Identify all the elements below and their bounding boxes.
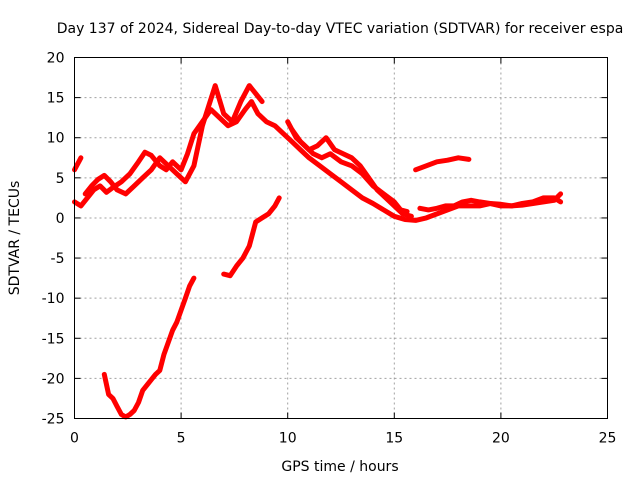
y-tick-label: -10 <box>42 291 65 307</box>
axis-ticks: 0 5 10 15 20 25 -25 -20 -15 -10 -5 0 5 10 15 20 <box>42 51 617 447</box>
grid <box>74 57 608 419</box>
y-tick-label: -15 <box>42 331 65 347</box>
series-arc-7 <box>417 191 564 213</box>
y-tick-label: -25 <box>42 412 65 428</box>
series-arc-5 <box>289 127 414 219</box>
x-tick-label: 15 <box>385 431 403 447</box>
data-series <box>72 83 564 420</box>
x-tick-label: 10 <box>279 431 297 447</box>
y-tick-label: 15 <box>47 91 65 107</box>
series-arc-1 <box>72 155 84 173</box>
series-arc-8 <box>101 275 197 420</box>
series-arc-9 <box>221 195 282 279</box>
plot-frame <box>74 57 608 419</box>
y-tick-label: -5 <box>51 251 65 267</box>
series-arc-6 <box>413 155 472 173</box>
series-arc-2 <box>72 99 564 223</box>
y-tick-label: 20 <box>47 51 65 67</box>
y-tick-label: 0 <box>56 211 65 227</box>
x-tick-label: 20 <box>492 431 510 447</box>
x-axis-title: GPS time / hours <box>281 459 398 475</box>
y-tick-label: 5 <box>56 171 65 187</box>
y-tick-label: -20 <box>42 371 65 387</box>
y-tick-label: 10 <box>47 131 65 147</box>
chart-title: Day 137 of 2024, Sidereal Day-to-day VTE… <box>57 21 624 37</box>
series-arc-3 <box>82 83 265 197</box>
y-axis-title: SDTVAR / TECUs <box>7 181 23 296</box>
x-tick-label: 25 <box>599 431 617 447</box>
x-tick-label: 0 <box>70 431 79 447</box>
x-tick-label: 5 <box>177 431 186 447</box>
